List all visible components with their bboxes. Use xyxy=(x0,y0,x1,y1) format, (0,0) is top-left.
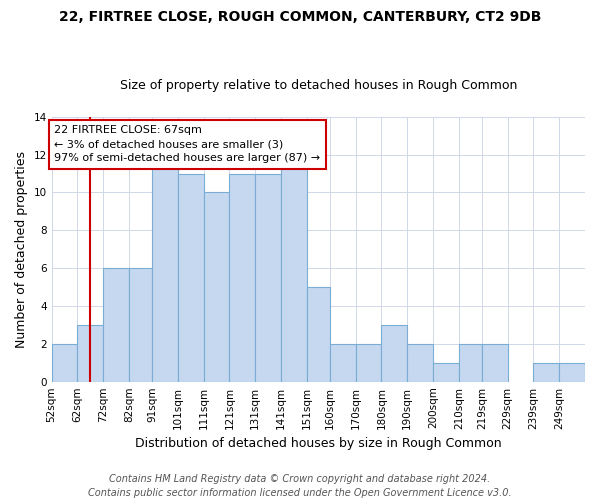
Text: Contains HM Land Registry data © Crown copyright and database right 2024.
Contai: Contains HM Land Registry data © Crown c… xyxy=(88,474,512,498)
X-axis label: Distribution of detached houses by size in Rough Common: Distribution of detached houses by size … xyxy=(135,437,502,450)
Bar xyxy=(203,192,229,382)
Bar xyxy=(382,325,407,382)
Bar xyxy=(152,154,178,382)
Bar xyxy=(178,174,203,382)
Bar xyxy=(52,344,77,382)
Y-axis label: Number of detached properties: Number of detached properties xyxy=(15,150,28,348)
Title: Size of property relative to detached houses in Rough Common: Size of property relative to detached ho… xyxy=(119,79,517,92)
Bar xyxy=(229,174,255,382)
Bar xyxy=(433,363,459,382)
Bar xyxy=(129,268,152,382)
Bar xyxy=(77,325,103,382)
Bar xyxy=(103,268,129,382)
Bar xyxy=(307,287,330,382)
Bar xyxy=(255,174,281,382)
Bar xyxy=(407,344,433,382)
Text: 22, FIRTREE CLOSE, ROUGH COMMON, CANTERBURY, CT2 9DB: 22, FIRTREE CLOSE, ROUGH COMMON, CANTERB… xyxy=(59,10,541,24)
Bar xyxy=(356,344,382,382)
Bar xyxy=(330,344,356,382)
Bar xyxy=(281,136,307,382)
Bar xyxy=(459,344,482,382)
Bar xyxy=(482,344,508,382)
Bar xyxy=(533,363,559,382)
Text: 22 FIRTREE CLOSE: 67sqm
← 3% of detached houses are smaller (3)
97% of semi-deta: 22 FIRTREE CLOSE: 67sqm ← 3% of detached… xyxy=(54,126,320,164)
Bar xyxy=(559,363,585,382)
